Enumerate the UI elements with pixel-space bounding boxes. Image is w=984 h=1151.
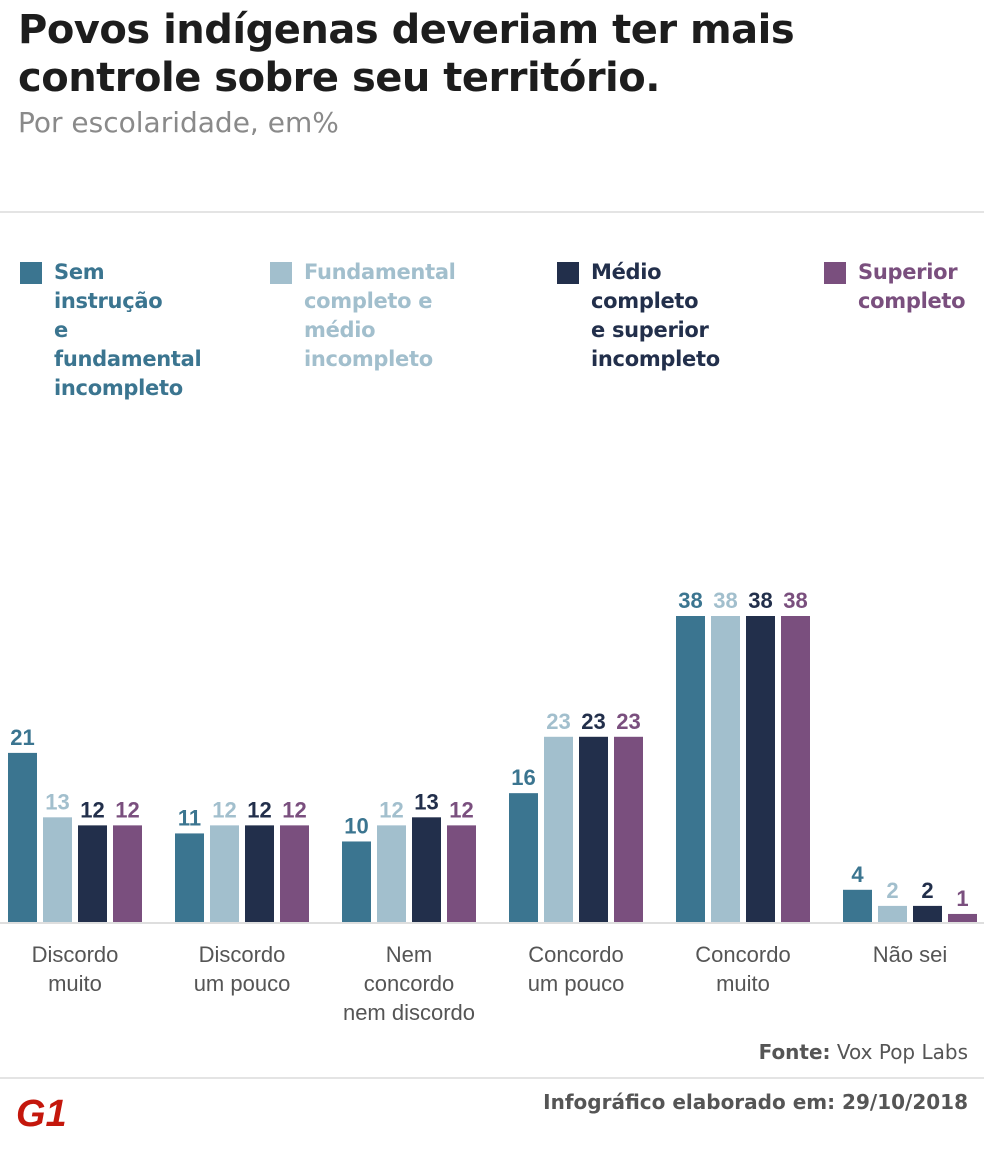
legend-swatch	[20, 262, 42, 284]
x-tick-label: Nem	[386, 942, 432, 967]
g1-logo-text: G1	[16, 1093, 67, 1132]
header-divider	[0, 211, 984, 213]
data-label: 23	[546, 709, 570, 734]
x-tick-label: Concordo	[528, 942, 623, 967]
source-label: Fonte:	[758, 1040, 831, 1064]
bar	[43, 817, 72, 922]
x-tick-label: um pouco	[528, 971, 625, 996]
bar	[78, 825, 107, 922]
chart-title: Povos indígenas deveriam ter mais contro…	[18, 6, 795, 102]
data-label: 12	[449, 797, 473, 822]
bar	[614, 736, 643, 922]
data-label: 13	[45, 789, 69, 814]
chart-subtitle: Por escolaridade, em%	[18, 106, 339, 139]
legend-label: Sem instrução e fundamental incompleto	[54, 260, 202, 400]
bar	[878, 905, 907, 922]
legend-swatch	[557, 262, 579, 284]
data-label: 11	[178, 805, 201, 830]
bar	[843, 889, 872, 922]
data-label: 12	[247, 797, 271, 822]
bar	[8, 752, 37, 922]
data-label: 12	[115, 797, 139, 822]
data-label: 12	[212, 797, 236, 822]
bar	[210, 825, 239, 922]
x-tick-label: Discordo	[32, 942, 119, 967]
footer-divider	[0, 1077, 984, 1079]
bar	[342, 841, 371, 922]
bar	[245, 825, 274, 922]
legend-label: Superior completo	[858, 260, 966, 313]
bar	[544, 736, 573, 922]
data-label: 12	[379, 797, 403, 822]
bar	[175, 833, 204, 922]
bar	[948, 913, 977, 922]
bar	[746, 616, 775, 922]
bar	[412, 817, 441, 922]
data-label: 2	[886, 878, 898, 903]
data-label: 2	[921, 878, 933, 903]
legend-label: Médio completo e superior incompleto	[591, 260, 720, 371]
bar	[676, 616, 705, 922]
data-label: 1	[956, 886, 968, 911]
x-tick-label: nem discordo	[343, 1000, 475, 1025]
data-label: 12	[282, 797, 306, 822]
bar	[447, 825, 476, 922]
source-credit: Fonte: Vox Pop Labs	[759, 1040, 968, 1064]
x-tick-label: Não sei	[873, 942, 948, 967]
bar	[781, 616, 810, 922]
data-label: 10	[344, 813, 368, 838]
bar	[579, 736, 608, 922]
data-label: 21	[10, 725, 34, 750]
x-tick-label: Discordo	[199, 942, 286, 967]
x-tick-label: muito	[48, 971, 102, 996]
x-tick-label: muito	[716, 971, 770, 996]
data-label: 38	[748, 588, 772, 613]
data-label: 38	[783, 588, 807, 613]
data-label: 23	[581, 709, 605, 734]
x-tick-label: Concordo	[695, 942, 790, 967]
data-label: 16	[511, 765, 535, 790]
x-tick-label: um pouco	[194, 971, 291, 996]
bar	[377, 825, 406, 922]
bar	[509, 793, 538, 922]
title-line-1: Povos indígenas deveriam ter mais	[18, 7, 795, 53]
legend-swatch	[824, 262, 846, 284]
bar	[711, 616, 740, 922]
data-label: 4	[851, 862, 864, 887]
title-line-2: controle sobre seu território.	[18, 55, 660, 101]
legend-label: Fundamental completo e médio incompleto	[304, 260, 456, 371]
data-label: 13	[414, 789, 438, 814]
infographic-date: Infográfico elaborado em: 29/10/2018	[543, 1090, 968, 1114]
bar	[280, 825, 309, 922]
bar	[913, 905, 942, 922]
data-label: 38	[678, 588, 702, 613]
source-value: Vox Pop Labs	[836, 1040, 968, 1064]
data-label: 12	[80, 797, 104, 822]
x-tick-label: concordo	[364, 971, 455, 996]
data-label: 38	[713, 588, 737, 613]
data-label: 23	[616, 709, 640, 734]
g1-logo: G1	[16, 1093, 67, 1132]
bar	[113, 825, 142, 922]
legend-swatch	[270, 262, 292, 284]
